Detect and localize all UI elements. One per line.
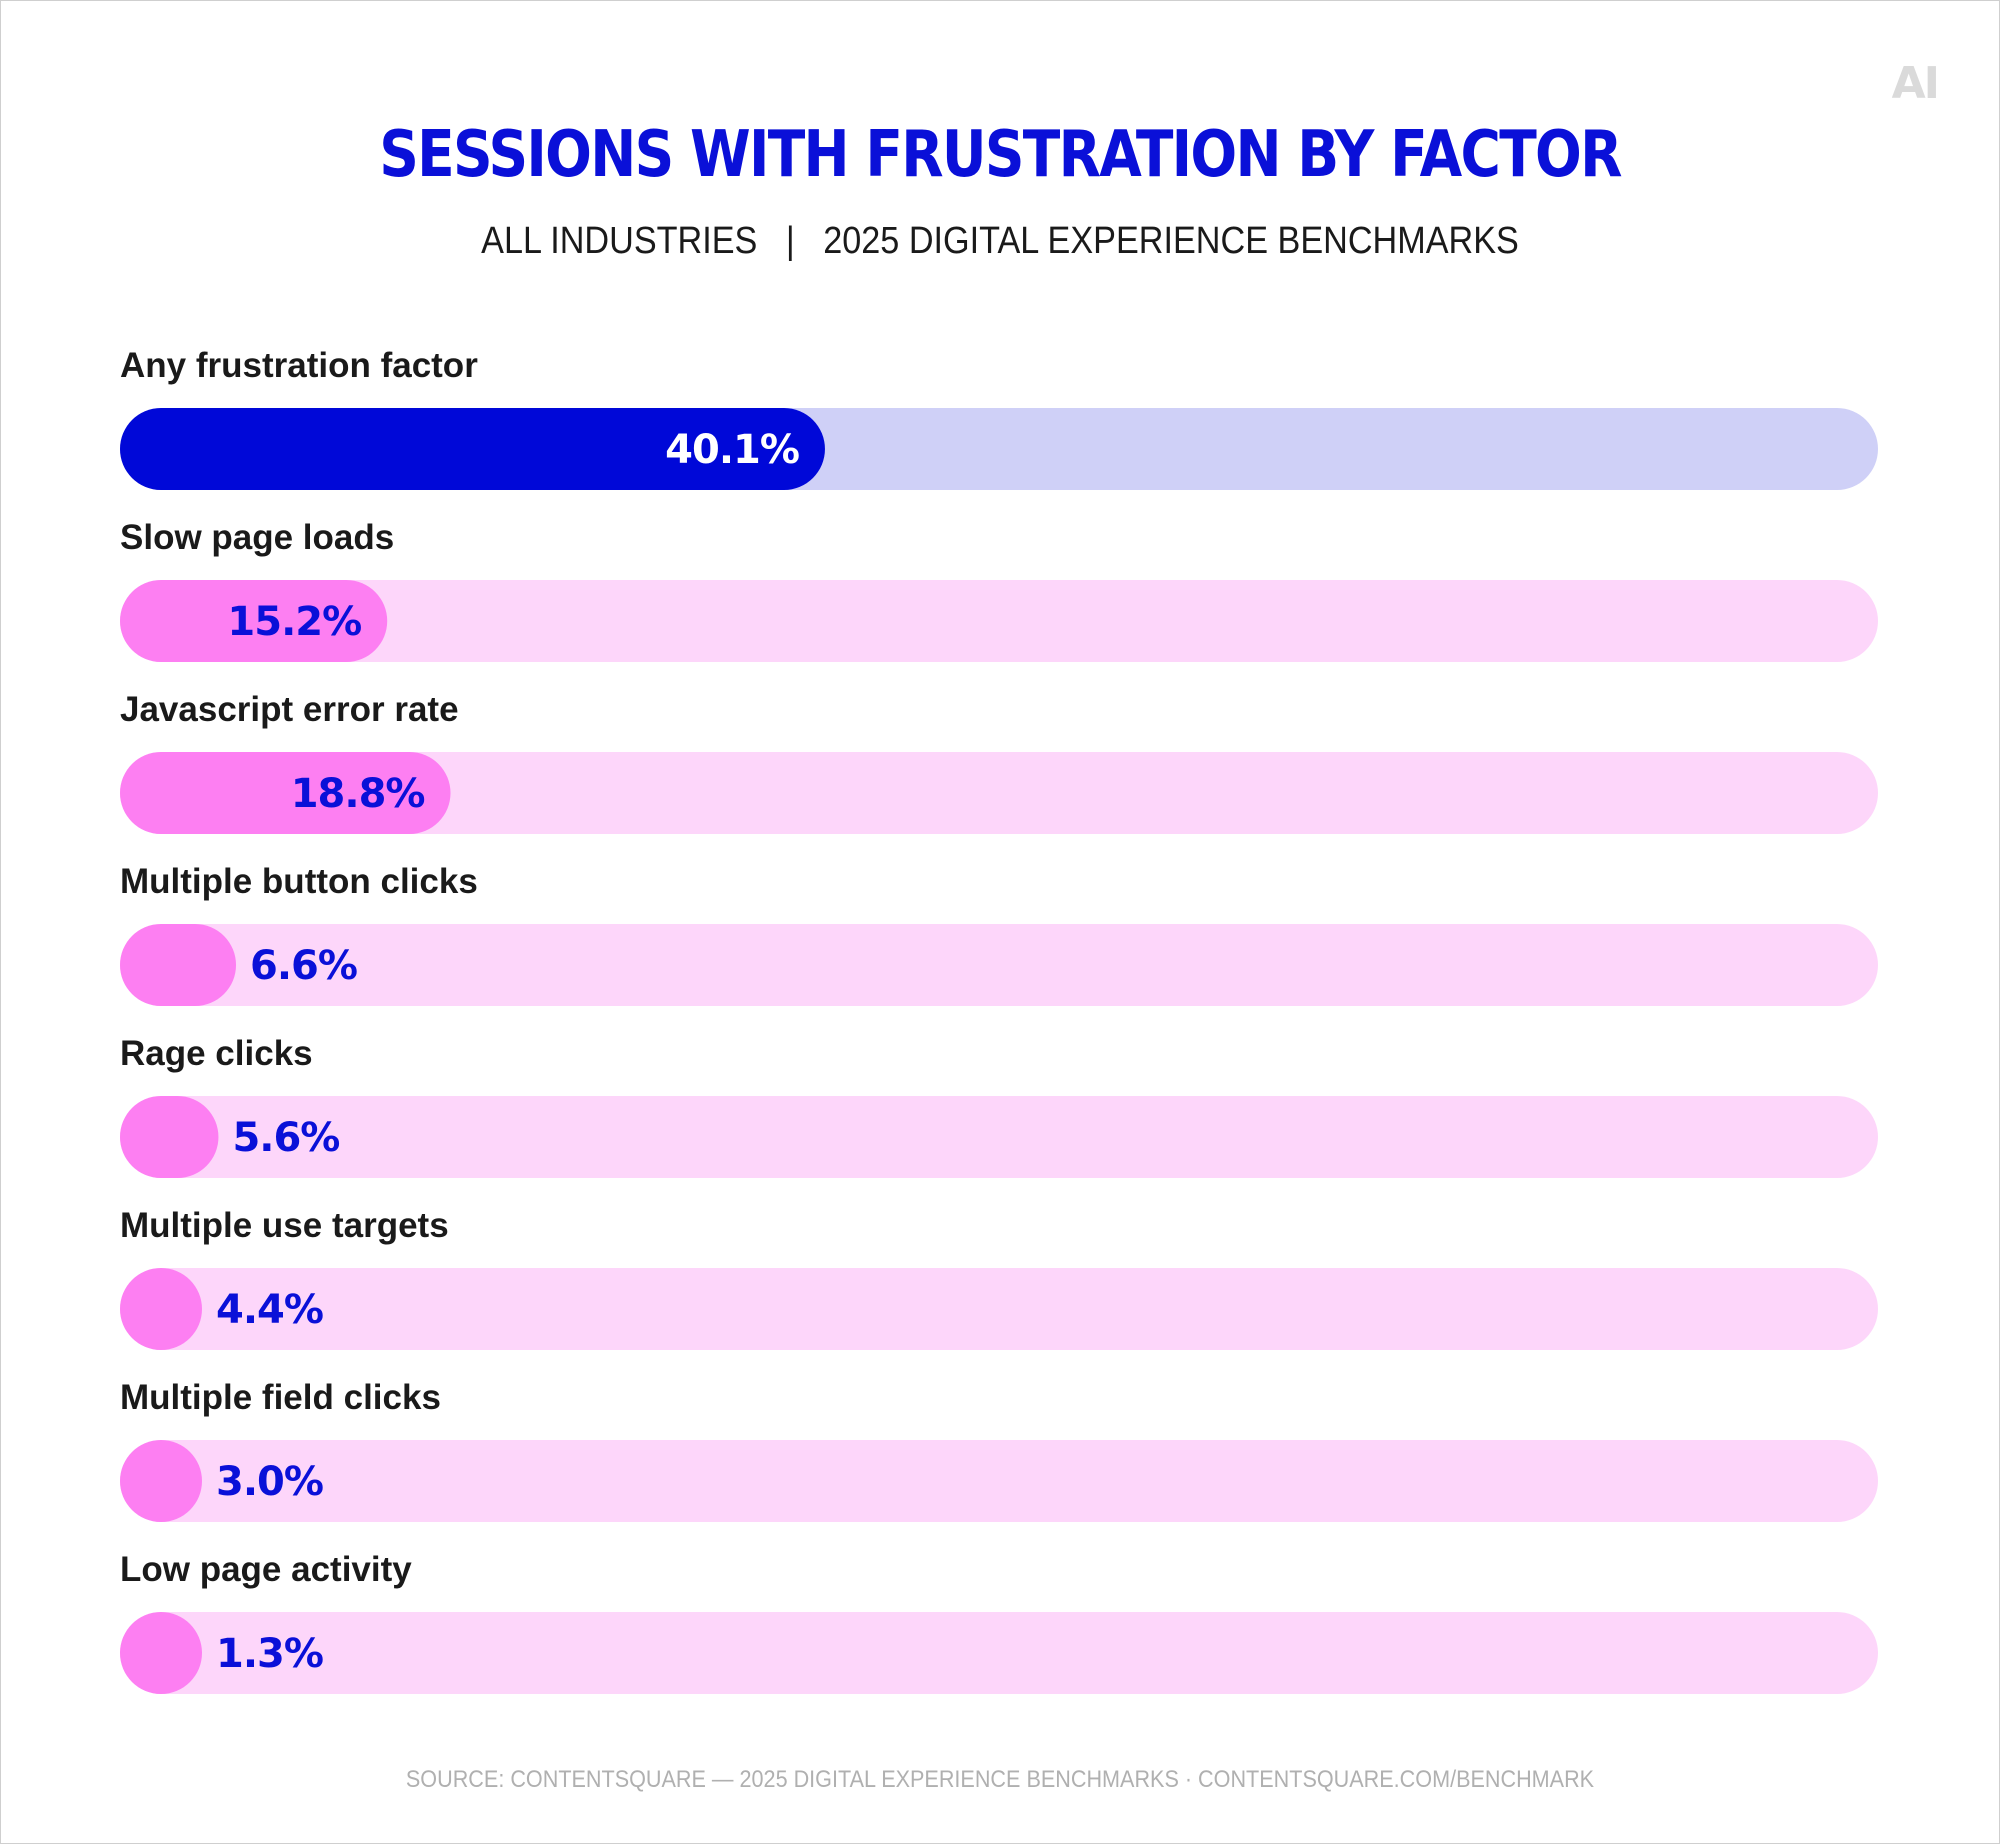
bar-track xyxy=(120,580,1878,662)
chart-subtitle: ALL INDUSTRIES | 2025 DIGITAL EXPERIENCE… xyxy=(481,220,1519,262)
bar xyxy=(120,1612,202,1694)
bar-track xyxy=(120,924,1878,1006)
chart-title: SESSIONS WITH FRUSTRATION BY FACTOR xyxy=(379,118,1622,192)
bar xyxy=(120,408,825,490)
bar-category-label: Multiple button clicks xyxy=(120,862,478,901)
bar-chart: Any frustration factor 40.1% Slow page loa… xyxy=(120,346,1878,1700)
bar-category-label: Slow page loads xyxy=(120,518,394,557)
bar xyxy=(120,1268,202,1350)
bar-value-label: 15.2% xyxy=(227,599,361,645)
bar xyxy=(120,1096,219,1178)
bar-track xyxy=(120,1440,1878,1522)
bar xyxy=(120,1440,202,1522)
bar-row: Javascript error rate 18.8% xyxy=(120,690,1878,834)
bar-track xyxy=(120,1612,1878,1694)
bar-row: Low page activity 1.3% xyxy=(120,1550,1878,1694)
bar-value-label: 6.6% xyxy=(250,943,357,989)
bar-row: Any frustration factor 40.1% xyxy=(120,346,1878,490)
bar-track xyxy=(120,752,1878,834)
bar-value-label: 18.8% xyxy=(291,771,425,817)
bar-category-label: Low page activity xyxy=(120,1550,412,1589)
bar-category-label: Multiple field clicks xyxy=(120,1378,441,1417)
bar xyxy=(120,924,237,1006)
bar-value-label: 4.4% xyxy=(216,1287,323,1333)
brand-logo: AI xyxy=(1891,58,1940,109)
bar-row: Multiple field clicks 3.0% xyxy=(120,1378,1878,1522)
bar-row: Multiple button clicks 6.6% xyxy=(120,862,1878,1006)
source-note: SOURCE: CONTENTSQUARE — 2025 DIGITAL EXP… xyxy=(405,1766,1595,1793)
bar-row: Multiple use targets 4.4% xyxy=(120,1206,1878,1350)
bar-value-label: 5.6% xyxy=(232,1115,339,1161)
bar-value-label: 1.3% xyxy=(216,1631,323,1677)
bar-track xyxy=(120,1268,1878,1350)
bar xyxy=(120,580,388,662)
bar-row: Slow page loads 15.2% xyxy=(120,518,1878,662)
bar-value-label: 40.1% xyxy=(665,427,799,473)
bar-category-label: Rage clicks xyxy=(120,1034,313,1073)
bars-svg: Any frustration factor 40.1% Slow page loa… xyxy=(120,346,1878,1694)
bar-category-label: Javascript error rate xyxy=(120,690,459,729)
bar-row: Rage clicks 5.6% xyxy=(120,1034,1878,1178)
bar-value-label: 3.0% xyxy=(216,1459,323,1505)
bar xyxy=(120,752,451,834)
bar-category-label: Any frustration factor xyxy=(120,346,478,385)
bar-track xyxy=(120,1096,1878,1178)
bar-category-label: Multiple use targets xyxy=(120,1206,449,1245)
